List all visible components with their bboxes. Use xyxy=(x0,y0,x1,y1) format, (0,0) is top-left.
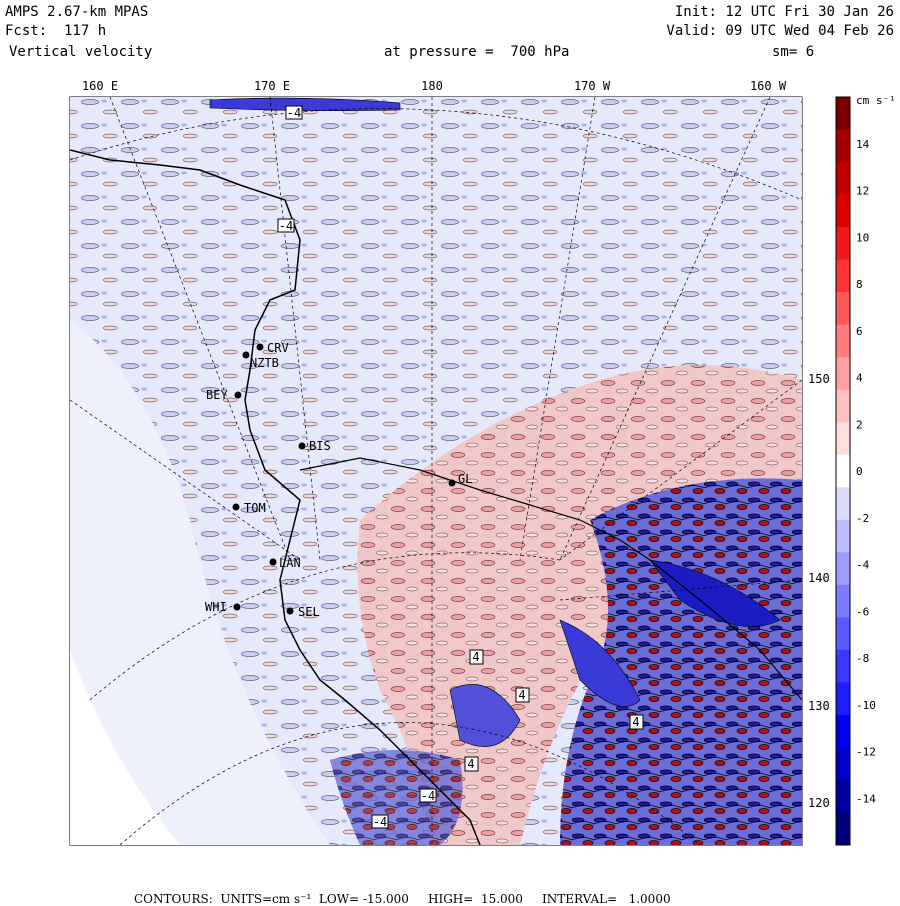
station-label-gl: GL xyxy=(458,472,472,486)
colorbar-swatch xyxy=(836,422,850,456)
station-dot-nztb xyxy=(242,351,250,359)
colorbar-swatch xyxy=(836,324,850,358)
colorbar-swatch xyxy=(836,129,850,163)
station-label-nztb: NZTB xyxy=(250,356,279,370)
marker-text: 4 xyxy=(467,757,474,771)
colorbar-swatch xyxy=(836,259,850,293)
station-dot-crv xyxy=(256,343,264,351)
colorbar-tick-label: 14 xyxy=(856,138,870,151)
marker-text: -4 xyxy=(279,219,293,233)
lon-label-170e: 170 E xyxy=(254,79,290,93)
colorbar-swatch xyxy=(836,779,850,813)
station-label-crv: CRV xyxy=(267,341,289,355)
coastline xyxy=(70,149,481,845)
colorbar-tick-label: -10 xyxy=(856,699,876,712)
colorbar-swatch xyxy=(836,389,850,423)
contour-info-text: CONTOURS: UNITS=cm s⁻¹ LOW= -15.000 HIGH… xyxy=(134,892,671,906)
station-label-tom: TOM xyxy=(244,501,266,515)
station-dot-gl xyxy=(448,479,456,487)
colorbar-tick-label: -8 xyxy=(856,652,869,665)
colorbar-tick-label: -12 xyxy=(856,746,876,759)
colorbar-tick-label: -2 xyxy=(856,512,869,525)
lon-label-160w: 160 W xyxy=(750,79,787,93)
station-dot-bis xyxy=(298,442,306,450)
valid-time: Valid: 09 UTC Wed 04 Feb 26 xyxy=(666,23,894,39)
lon-label-180: 180 xyxy=(421,79,443,93)
colorbar-tick-label: 2 xyxy=(856,418,863,431)
colorbar-swatch xyxy=(836,194,850,228)
station-label-lan: LAN xyxy=(279,556,301,570)
ice-shelf-edge xyxy=(299,457,802,701)
colorbar-tick-label: 0 xyxy=(856,465,863,478)
colorbar-swatch xyxy=(836,519,850,553)
station-label-sel: SEL xyxy=(298,605,320,619)
pressure-level: at pressure = 700 hPa xyxy=(384,44,570,60)
station-dot-tom xyxy=(232,503,240,511)
colorbar-swatch xyxy=(836,357,850,391)
colorbar-tick-label: 8 xyxy=(856,278,863,291)
station-dot-lan xyxy=(269,558,277,566)
colorbar-swatch xyxy=(836,584,850,618)
station-label-bis: BIS xyxy=(309,439,331,453)
colorbar-units: cm s⁻¹ xyxy=(856,94,896,107)
colorbar-swatch xyxy=(836,227,850,261)
colorbar-swatch xyxy=(836,714,850,748)
marker-text: -4 xyxy=(287,106,301,120)
colorbar-tick-label: 6 xyxy=(856,325,863,338)
marker-text: -4 xyxy=(373,815,387,829)
colorbar: cm s⁻¹ 14 12 10 8 6 4 2 0 -2 -4 -6 -8 -10 -12 -14 xyxy=(835,94,896,846)
variable-name: Vertical velocity xyxy=(9,44,153,60)
colorbar-swatch xyxy=(836,552,850,586)
marker-text: 4 xyxy=(518,688,525,702)
colorbar-swatch xyxy=(836,454,850,488)
station-markers: CRV NZTB BEY BIS GL TOM LAN WHI SEL xyxy=(205,341,472,619)
lon-label-170w: 170 W xyxy=(574,79,611,93)
model-title: AMPS 2.67-km MPAS xyxy=(5,4,149,20)
colorbar-tick-label: -14 xyxy=(856,792,876,805)
colorbar-swatch xyxy=(836,649,850,683)
colorbar-tick-label: -6 xyxy=(856,605,869,618)
marker-text: 4 xyxy=(472,650,479,664)
colorbar-swatch xyxy=(836,97,850,131)
colorbar-tick-label: 12 xyxy=(856,185,869,198)
colorbar-swatch xyxy=(836,292,850,326)
forecast-hour: Fcst: 117 h xyxy=(5,23,107,39)
station-dot-sel xyxy=(286,607,294,615)
lon-label-160e: 160 E xyxy=(82,79,118,93)
colorbar-tick-label: -4 xyxy=(856,559,870,572)
colorbar-swatch xyxy=(836,812,850,846)
station-dot-whi xyxy=(233,603,241,611)
marker-text: -4 xyxy=(421,789,435,803)
station-label-whi: WHI xyxy=(205,600,227,614)
marker-text: 4 xyxy=(632,715,639,729)
station-label-bey: BEY xyxy=(206,388,228,402)
init-time: Init: 12 UTC Fri 30 Jan 26 xyxy=(674,4,894,20)
colorbar-swatch xyxy=(836,617,850,651)
contour-markers: -4 -4 4 4 4 -4 -4 4 xyxy=(277,105,644,829)
colorbar-tick-label: 10 xyxy=(856,231,869,244)
colorbar-swatch xyxy=(836,487,850,521)
colorbar-swatch xyxy=(836,747,850,781)
colorbar-swatch xyxy=(836,682,850,716)
colorbar-tick-label: 4 xyxy=(856,372,863,385)
smoothing-value: sm= 6 xyxy=(772,44,815,60)
contour-info: CONTOURS: UNITS=cm s⁻¹ LOW= -15.000 HIGH… xyxy=(0,878,900,906)
colorbar-swatch xyxy=(836,162,850,196)
station-dot-bey xyxy=(234,391,242,399)
